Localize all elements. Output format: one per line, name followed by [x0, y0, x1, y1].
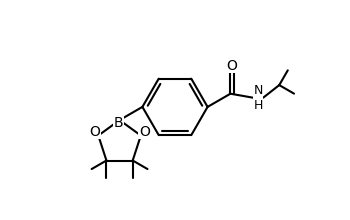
Text: B: B	[113, 116, 123, 130]
Text: O: O	[226, 59, 237, 73]
Text: O: O	[89, 125, 100, 139]
Text: N
H: N H	[253, 84, 262, 112]
Text: O: O	[139, 125, 150, 139]
